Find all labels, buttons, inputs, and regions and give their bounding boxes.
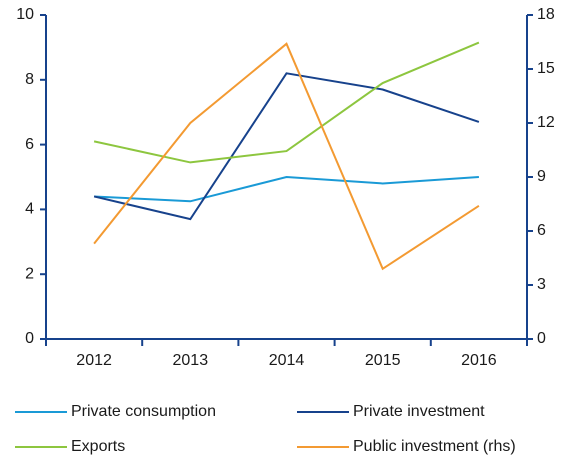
x-tick-label: 2013: [173, 352, 209, 369]
y-tick-label: 8: [25, 71, 34, 88]
legend-label: Private consumption: [71, 403, 216, 420]
x-tick-label: 2016: [461, 352, 497, 369]
series-line: [94, 175, 479, 203]
series-line: [93, 41, 480, 164]
series-line: [93, 42, 480, 271]
y2-tick-label: 0: [537, 330, 546, 347]
y-tick-label: 0: [25, 330, 34, 347]
legend-label: Private investment: [353, 403, 485, 420]
x-tick-label: 2012: [76, 352, 112, 369]
y2-tick-label: 18: [537, 6, 555, 23]
x-tick-label: 2014: [269, 352, 305, 369]
y-tick-label: 2: [25, 265, 34, 282]
y-tick-label: 10: [16, 6, 34, 23]
y2-tick-label: 6: [537, 222, 546, 239]
legend-label: Exports: [71, 438, 125, 455]
y2-tick-label: 15: [537, 60, 555, 77]
x-tick-label: 2015: [365, 352, 401, 369]
y2-tick-label: 9: [537, 168, 546, 185]
y2-tick-label: 12: [537, 114, 555, 131]
y-tick-label: 6: [25, 136, 34, 153]
y-tick-label: 4: [25, 201, 34, 218]
legend-label: Public investment (rhs): [353, 438, 516, 455]
y2-tick-label: 3: [537, 276, 546, 293]
series-line: [93, 72, 480, 221]
